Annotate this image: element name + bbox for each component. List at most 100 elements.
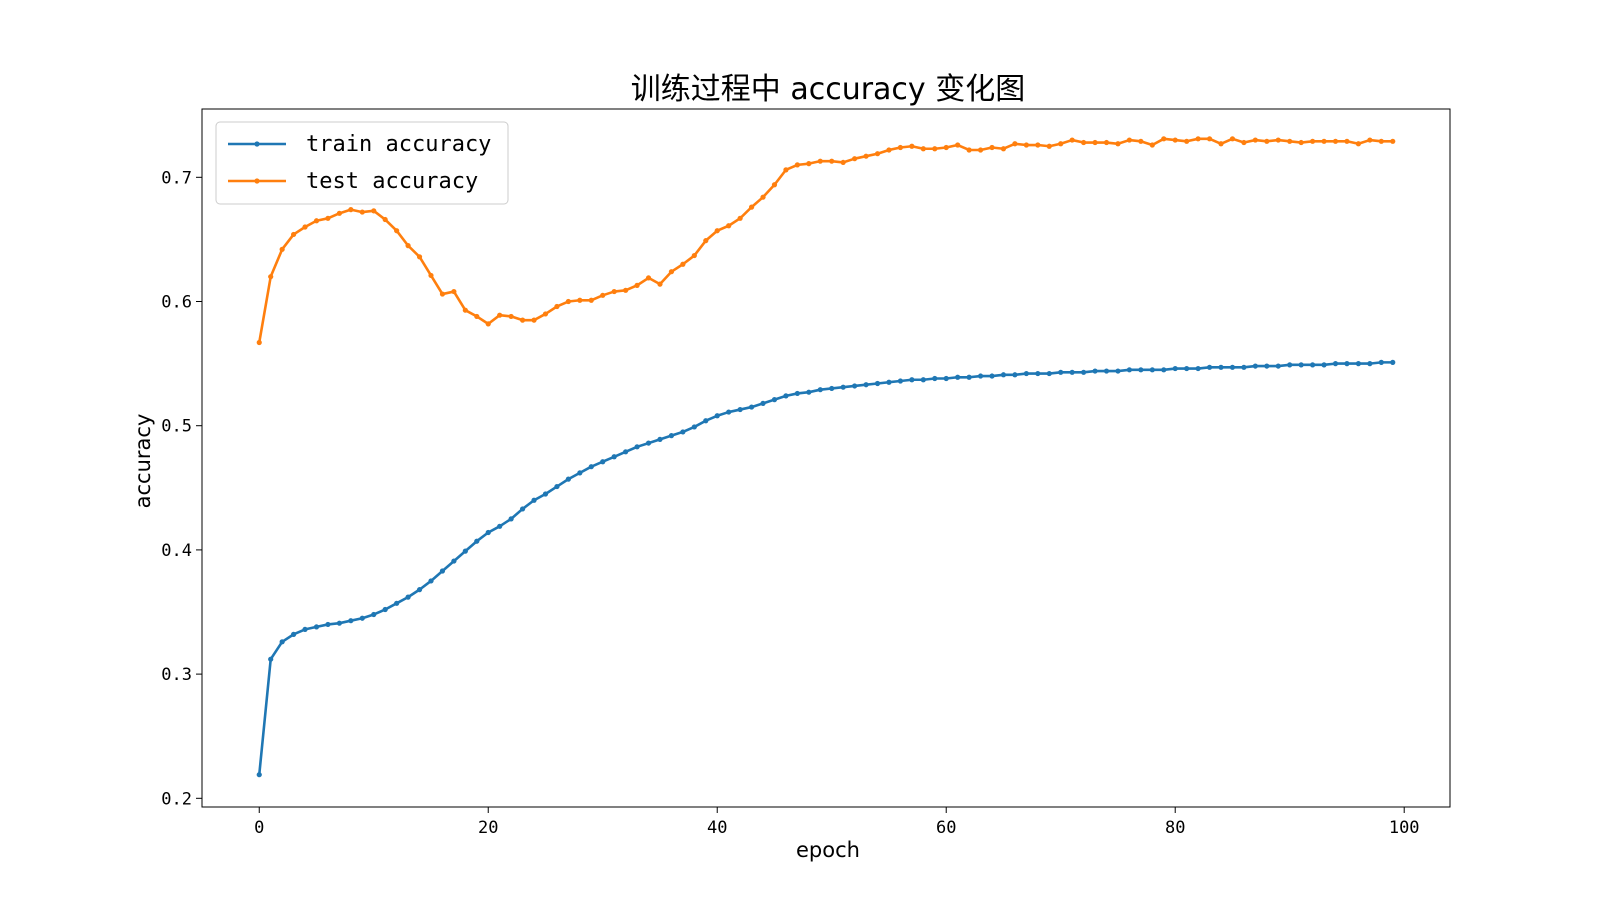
data-point (794, 390, 800, 397)
data-point (645, 440, 652, 446)
data-point (439, 568, 446, 574)
data-point (382, 606, 388, 613)
data-point (554, 303, 560, 310)
x-tick-label: 40 (707, 818, 727, 838)
data-point (1321, 138, 1327, 144)
data-point (1206, 136, 1213, 142)
data-point (1138, 138, 1144, 144)
data-point (451, 558, 457, 564)
data-point (1172, 137, 1178, 143)
data-point (623, 449, 629, 455)
y-tick-label: 0.6 (161, 293, 192, 313)
data-point (1229, 364, 1236, 370)
data-point (325, 621, 331, 628)
data-point (359, 615, 365, 621)
data-point (336, 620, 342, 626)
data-point (531, 497, 537, 503)
data-point (268, 656, 274, 662)
data-point (279, 246, 285, 252)
data-point (519, 506, 526, 512)
data-point (1161, 367, 1167, 373)
data-point (760, 194, 766, 200)
data-point (542, 311, 549, 317)
data-point (794, 162, 800, 168)
data-point (1321, 362, 1327, 368)
data-point (474, 538, 480, 544)
data-point (1103, 139, 1110, 146)
data-point (920, 377, 926, 383)
data-point (394, 228, 400, 234)
data-point (932, 375, 938, 382)
data-point (726, 409, 732, 415)
data-point (1195, 136, 1201, 142)
series-line-train-accuracy (257, 361, 1393, 775)
data-point (771, 182, 778, 188)
data-point (268, 274, 274, 280)
data-point (1000, 372, 1007, 378)
data-point (1367, 137, 1373, 143)
data-point (1012, 372, 1018, 378)
data-point (565, 298, 571, 305)
data-point (1264, 363, 1270, 369)
data-point (600, 459, 606, 465)
data-point (1390, 359, 1396, 365)
data-point (531, 317, 537, 323)
data-point (1081, 139, 1087, 146)
data-point (462, 307, 468, 313)
data-point (1035, 370, 1041, 377)
data-point (279, 639, 285, 645)
data-point (1046, 143, 1052, 149)
series-points-test-accuracy (256, 136, 1396, 346)
data-point (474, 313, 480, 320)
plot-area: 0 20 40 60 80 100 0.2 0.3 0.4 0.5 0.6 0.7 (161, 108, 1451, 838)
data-point (1298, 362, 1304, 368)
x-tick-label: 0 (254, 818, 264, 838)
data-point (1355, 141, 1362, 147)
data-point (508, 516, 514, 522)
legend-swatch-marker (254, 141, 260, 147)
data-point (519, 317, 526, 323)
data-point (691, 424, 697, 430)
data-point (806, 161, 812, 167)
data-point (405, 594, 411, 600)
data-point (1252, 137, 1258, 143)
legend: train accuracy test accuracy (215, 121, 509, 205)
data-point (852, 156, 858, 162)
data-point (806, 389, 812, 395)
data-point (439, 291, 446, 297)
data-point (1035, 142, 1041, 148)
data-point (932, 146, 938, 152)
data-point (634, 444, 640, 450)
data-point (256, 339, 262, 346)
data-point (1218, 364, 1224, 370)
data-point (852, 383, 858, 389)
data-point (1058, 369, 1064, 375)
x-tick-label: 80 (1165, 818, 1185, 838)
data-point (668, 433, 675, 439)
data-point (497, 523, 503, 529)
data-point (1012, 141, 1018, 147)
data-point (1115, 368, 1121, 374)
data-point (1252, 363, 1258, 369)
data-point (886, 379, 892, 385)
data-point (542, 491, 549, 497)
data-point (1275, 137, 1281, 143)
data-point (336, 210, 342, 216)
data-point (371, 208, 377, 214)
data-point (405, 243, 411, 249)
data-point (1184, 138, 1190, 144)
data-point (1367, 361, 1373, 367)
data-point (863, 382, 869, 388)
data-point (726, 223, 732, 229)
data-point (737, 406, 743, 413)
data-point (588, 464, 594, 470)
data-point (657, 281, 663, 287)
data-point (760, 400, 766, 406)
y-tick-label: 0.3 (161, 665, 192, 685)
data-point (909, 143, 915, 149)
data-point (1092, 368, 1098, 374)
data-point (1218, 141, 1224, 147)
data-point (497, 312, 503, 318)
data-point (909, 377, 915, 383)
data-point (1332, 138, 1339, 144)
